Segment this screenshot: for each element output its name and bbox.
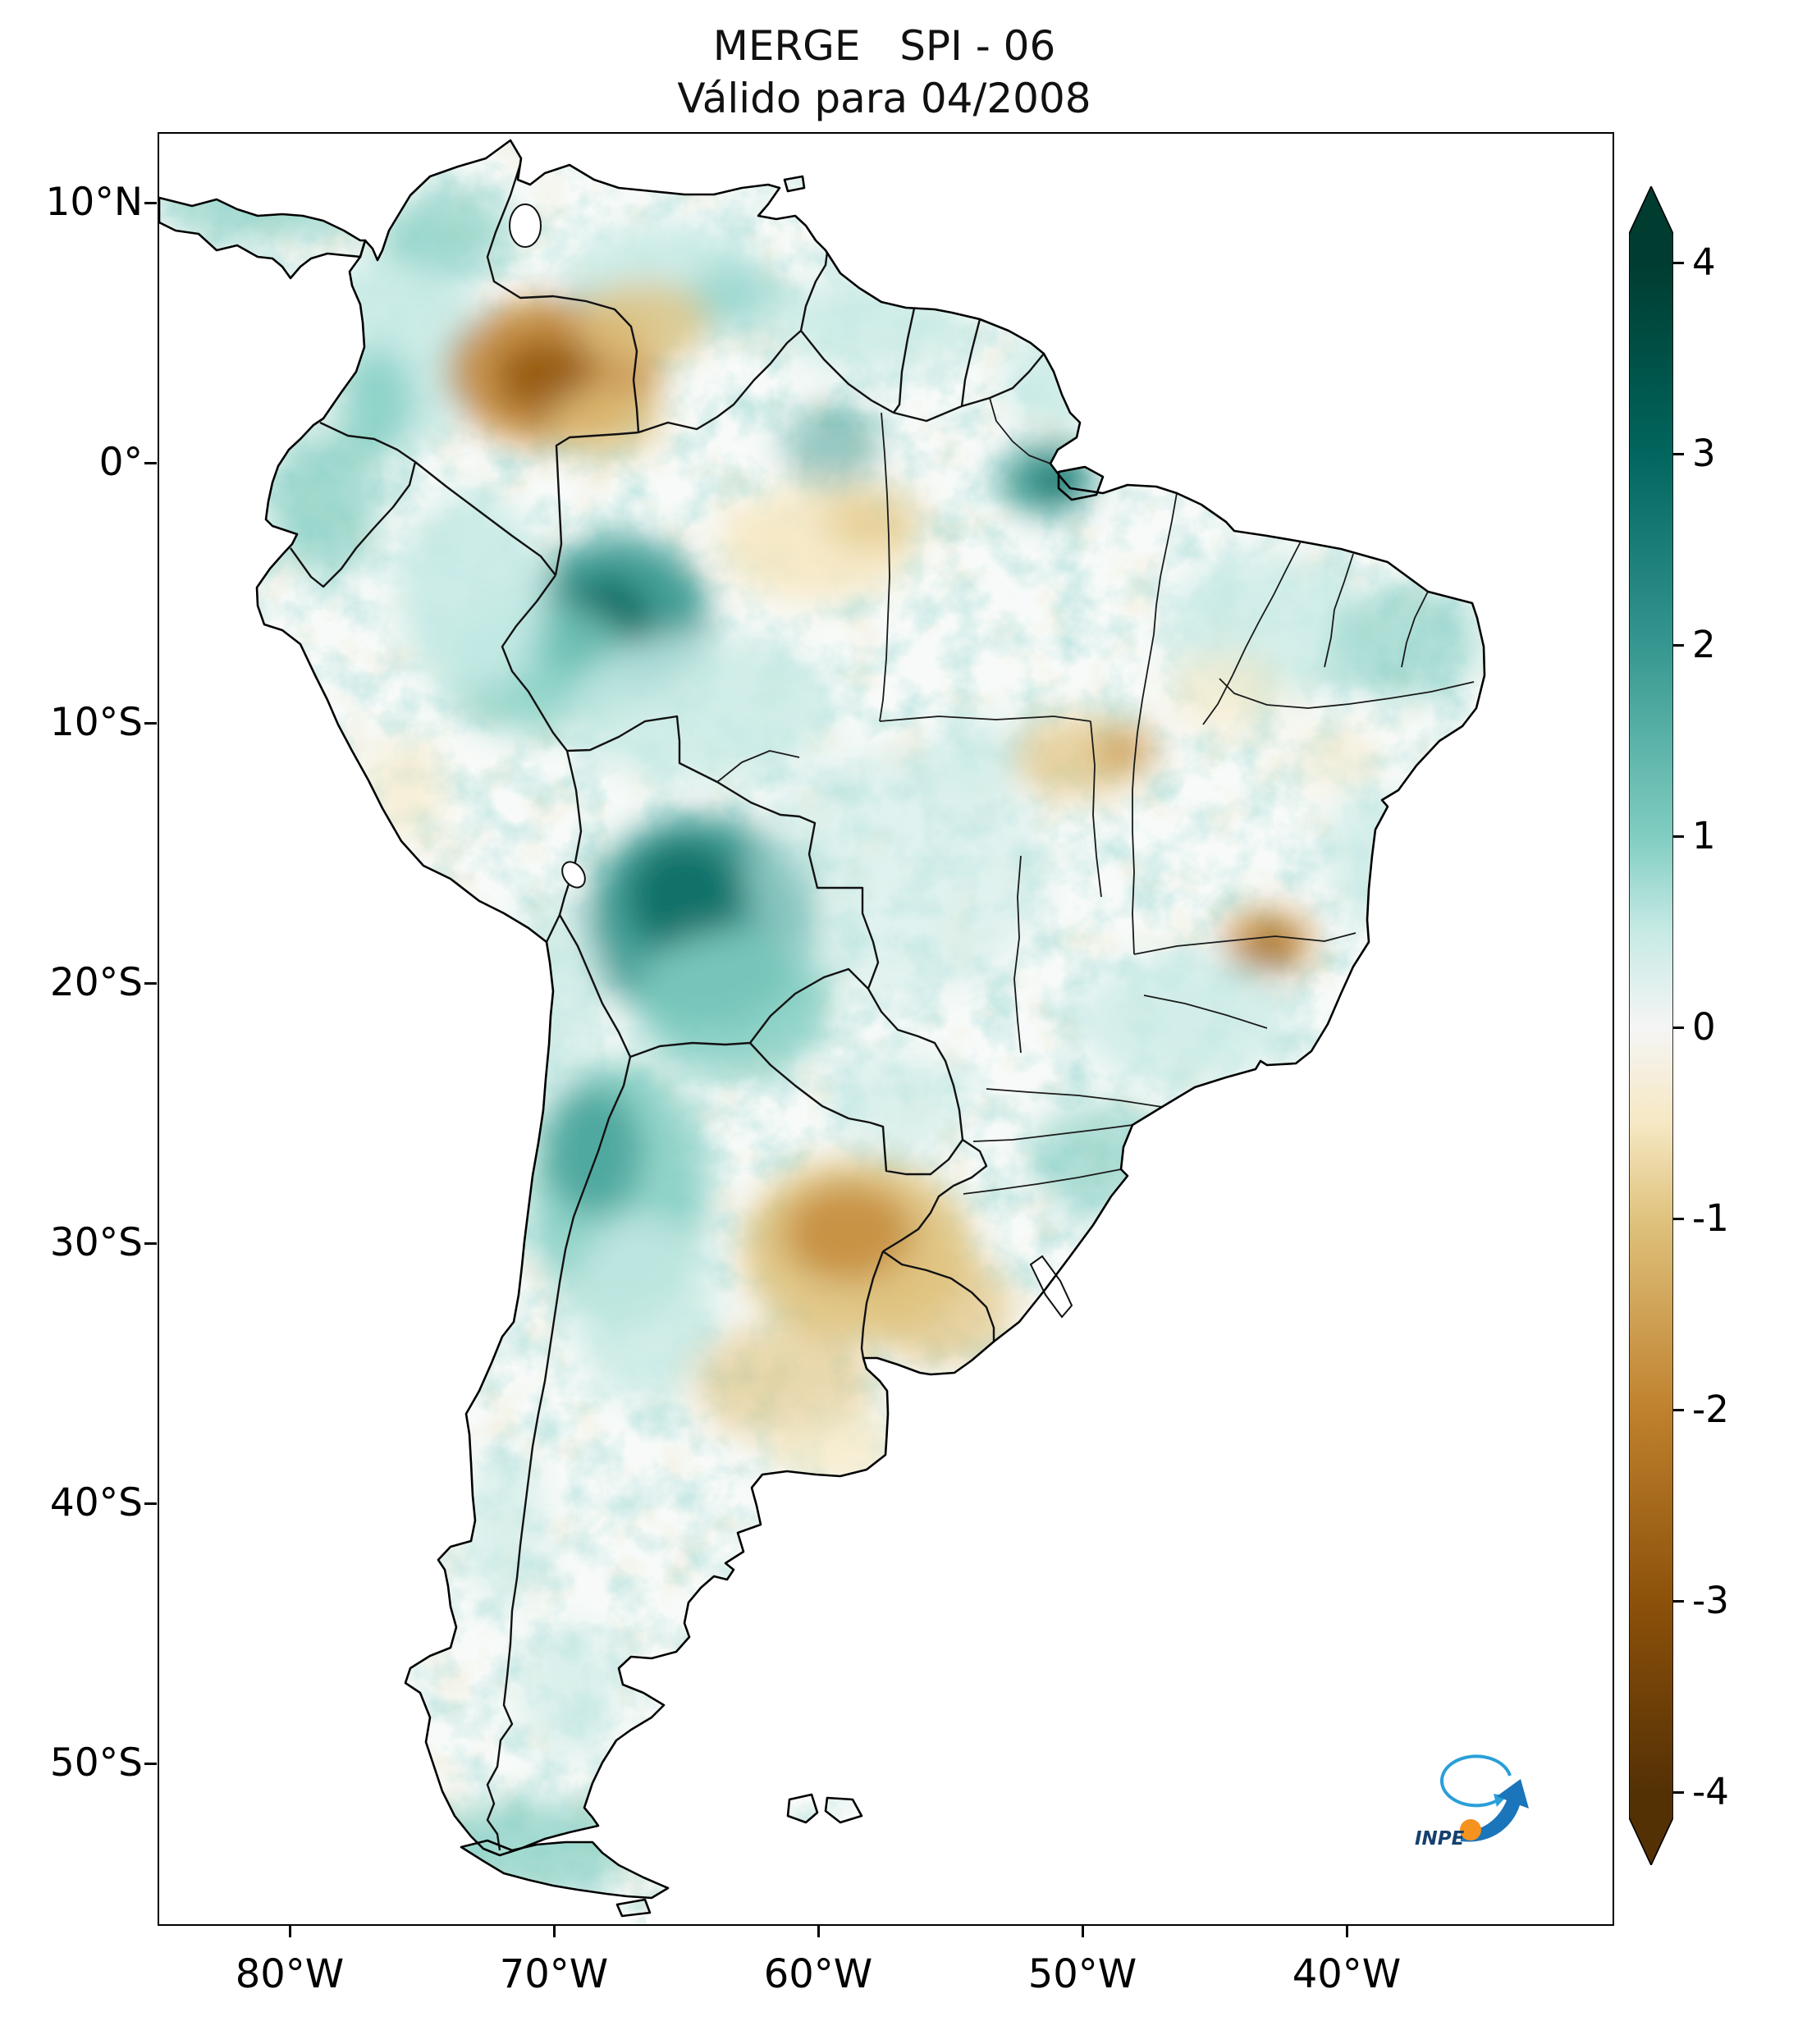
coastline-south-america xyxy=(255,139,1486,1857)
y-tick-label: 0° xyxy=(98,440,143,485)
colorbar-tick-label: 3 xyxy=(1692,432,1716,475)
colorbar-tick-mark xyxy=(1673,1027,1684,1029)
coastline-tierra-del-fuego xyxy=(460,1839,670,1900)
colorbar-tick-mark xyxy=(1673,262,1684,264)
figure-title: MERGE SPI - 06 xyxy=(712,22,1056,70)
y-tick-label: 40°S xyxy=(49,1480,143,1525)
lake-titicaca xyxy=(561,861,586,889)
spi-anomaly-blobs xyxy=(159,183,1480,1898)
x-tick-label: 60°W xyxy=(763,1951,873,1997)
colorbar-tick-label: 0 xyxy=(1692,1005,1716,1049)
y-tick-mark xyxy=(144,722,157,725)
colorbar-tick-label: -1 xyxy=(1692,1196,1729,1240)
colorbar xyxy=(1629,186,1673,1865)
lagoa-dos-patos xyxy=(1029,1255,1073,1319)
island-navarino xyxy=(615,1898,652,1918)
x-tick-label: 80°W xyxy=(235,1951,345,1997)
south-america-map xyxy=(159,139,1486,1924)
lakes xyxy=(509,203,1073,1319)
x-tick-mark xyxy=(1082,1925,1084,1937)
x-tick-mark xyxy=(1346,1925,1348,1937)
colorbar-tick-mark xyxy=(1673,835,1684,838)
colorbar-tick-mark xyxy=(1673,1600,1684,1603)
colorbar-tick-label: -3 xyxy=(1692,1579,1729,1622)
x-tick-label: 50°W xyxy=(1027,1951,1137,1997)
logo-thin-swirl xyxy=(1439,1754,1512,1808)
y-tick-label: 50°S xyxy=(49,1740,143,1786)
map-plot-area xyxy=(158,132,1614,1926)
y-tick-mark xyxy=(144,462,157,464)
x-tick-label: 70°W xyxy=(499,1951,609,1997)
island-marajo xyxy=(1057,465,1105,501)
y-tick-label: 10°S xyxy=(49,700,143,745)
colorbar-tick-label: -2 xyxy=(1692,1388,1729,1431)
colorbar-tick-label: -4 xyxy=(1692,1770,1729,1813)
lake-maracaibo xyxy=(509,203,542,248)
y-tick-mark xyxy=(144,1242,157,1245)
logo-bold-arrow xyxy=(1461,1779,1529,1842)
x-tick-mark xyxy=(817,1925,820,1937)
coastline-central-america xyxy=(159,196,367,280)
island-trinidad xyxy=(783,175,806,193)
colorbar-tick-label: 2 xyxy=(1692,623,1716,666)
x-tick-mark xyxy=(289,1925,291,1937)
colorbar-tick-mark xyxy=(1673,1791,1684,1794)
y-tick-label: 10°N xyxy=(45,180,143,225)
figure-subtitle: Válido para 04/2008 xyxy=(677,75,1091,122)
colorbar-tick-label: 4 xyxy=(1692,240,1716,284)
colorbar-tick-mark xyxy=(1673,453,1684,455)
y-tick-mark xyxy=(144,1763,157,1765)
country-borders xyxy=(290,161,1045,1851)
logo-text: INPE xyxy=(1415,1828,1465,1849)
y-tick-mark xyxy=(144,982,157,985)
logo-orange-sphere xyxy=(1460,1819,1481,1841)
coastlines xyxy=(159,139,1486,1918)
x-tick-mark xyxy=(553,1925,556,1937)
x-tick-label: 40°W xyxy=(1292,1951,1402,1997)
inpe-logo: INPE xyxy=(1415,1754,1529,1849)
y-tick-mark xyxy=(144,1502,157,1505)
spi-raster-layer xyxy=(159,140,1485,1924)
colorbar-tick-mark xyxy=(1673,1218,1684,1220)
y-tick-mark xyxy=(144,202,157,204)
colorbar-tick-mark xyxy=(1673,1409,1684,1411)
y-tick-label: 20°S xyxy=(49,960,143,1005)
colorbar-tick-label: 1 xyxy=(1692,814,1716,857)
y-tick-label: 30°S xyxy=(49,1220,143,1265)
state-borders xyxy=(716,397,1475,1195)
colorbar-tick-mark xyxy=(1673,644,1684,647)
colorbar-gradient-bar xyxy=(1629,186,1673,1865)
islands-falkland xyxy=(786,1793,863,1824)
